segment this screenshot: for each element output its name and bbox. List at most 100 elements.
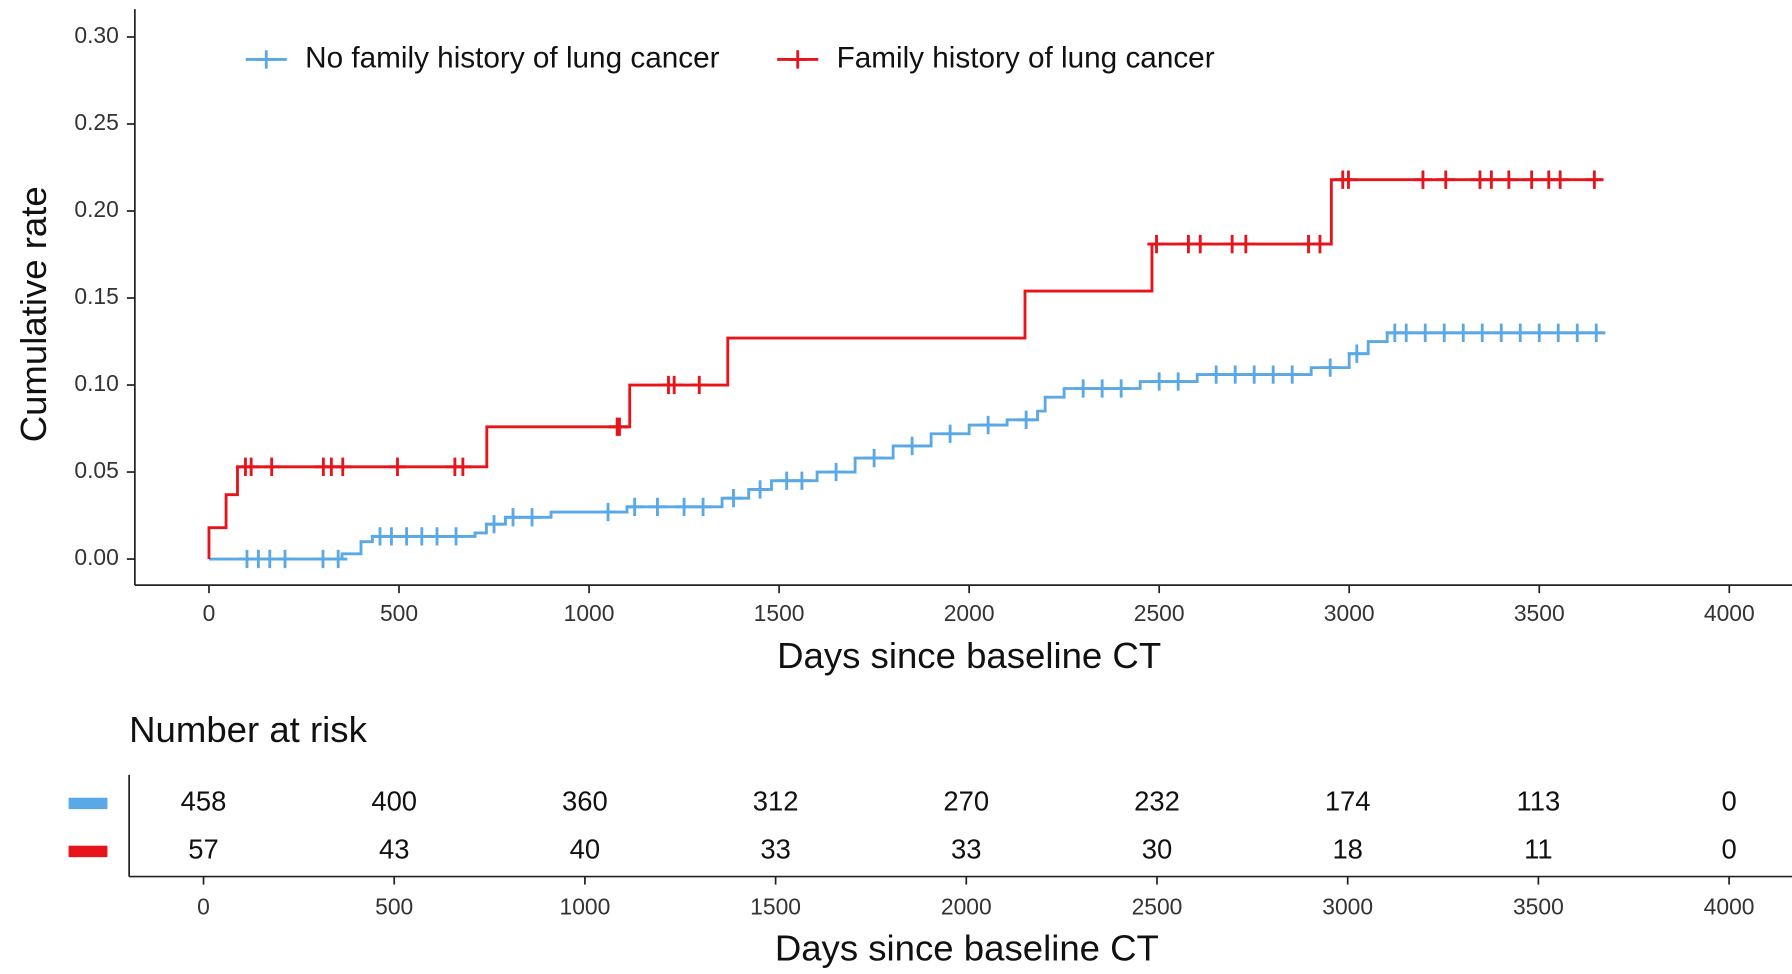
censor-mark — [1454, 323, 1473, 342]
x-tick-label: 0 — [203, 600, 216, 626]
censor-mark — [902, 436, 922, 456]
censor-mark — [1191, 234, 1210, 254]
risk-count: 174 — [1325, 786, 1371, 817]
x-tick-label: 1500 — [750, 894, 801, 920]
risk-count: 270 — [943, 786, 989, 817]
risk-count: 232 — [1134, 786, 1180, 817]
risk-count: 360 — [562, 786, 608, 817]
censor-mark — [940, 424, 960, 443]
censor-mark — [1416, 323, 1435, 342]
censor-mark — [484, 515, 504, 534]
x-axis-title: Days since baseline CT — [775, 928, 1159, 969]
censor-mark — [598, 502, 618, 522]
risk-count: 113 — [1517, 786, 1561, 817]
censor-mark — [1017, 410, 1036, 429]
risk-count: 0 — [1721, 834, 1736, 865]
censor-mark — [1283, 365, 1302, 384]
censor-mark — [1530, 323, 1549, 342]
y-axis-title: Cumulative rate — [13, 186, 54, 442]
risk-count: 458 — [181, 786, 227, 817]
y-tick-label: 0.00 — [74, 544, 118, 570]
x-tick-label: 2000 — [941, 894, 992, 920]
x-axis-title: Days since baseline CT — [777, 635, 1161, 676]
risk-count: 18 — [1332, 834, 1362, 865]
censor-mark — [1397, 323, 1416, 342]
censor-mark — [1435, 323, 1454, 342]
x-tick-label: 1000 — [559, 894, 610, 920]
legend-label: Family history of lung cancer — [837, 41, 1215, 74]
censor-mark — [275, 549, 295, 569]
censor-mark — [1150, 372, 1169, 391]
censor-mark — [1492, 323, 1511, 342]
censor-mark — [864, 448, 884, 468]
censor-mark — [1169, 372, 1188, 391]
x-tick-label: 1500 — [754, 600, 805, 626]
censor-mark — [792, 471, 812, 490]
censor-mark — [1511, 323, 1530, 342]
censor-mark — [1568, 323, 1587, 342]
censor-mark — [1473, 323, 1492, 342]
censor-mark — [242, 457, 261, 476]
censor-mark — [1585, 170, 1604, 189]
x-tick-label: 3500 — [1513, 894, 1564, 920]
censor-mark — [674, 497, 694, 516]
censor-mark — [1207, 365, 1226, 384]
censor-mark — [1587, 323, 1606, 342]
censor-mark — [750, 480, 770, 499]
risk-count: 33 — [951, 834, 981, 865]
x-tick-label: 3000 — [1324, 600, 1375, 626]
censor-mark — [1347, 344, 1366, 363]
censor-mark — [826, 462, 846, 482]
legend-symbol — [257, 50, 276, 69]
censor-mark — [978, 415, 998, 435]
censor-mark — [625, 497, 644, 516]
censor-mark — [1436, 170, 1455, 189]
x-tick-label: 2500 — [1132, 894, 1183, 920]
risk-count: 33 — [760, 834, 790, 865]
row-key — [68, 797, 108, 810]
risk-count: 57 — [188, 834, 218, 865]
risk-count: 312 — [753, 786, 799, 817]
censor-mark — [1339, 170, 1358, 189]
y-tick-label: 0.20 — [74, 196, 118, 222]
censor-mark — [1245, 365, 1264, 384]
censor-mark — [1147, 234, 1166, 254]
censor-mark — [690, 375, 709, 395]
y-tick-label: 0.15 — [74, 283, 118, 309]
survival-curve — [207, 178, 1604, 560]
censor-mark — [1551, 170, 1570, 189]
table-title: Number at risk — [129, 709, 367, 750]
legend-label: No family history of lung cancer — [305, 41, 719, 74]
x-tick-label: 4000 — [1704, 894, 1755, 920]
x-tick-label: 3500 — [1514, 600, 1565, 626]
risk-count: 40 — [570, 834, 600, 865]
x-tick-label: 500 — [375, 894, 413, 920]
censor-mark — [446, 527, 466, 546]
censor-mark — [648, 497, 667, 516]
censor-mark — [1226, 365, 1245, 384]
x-tick-label: 0 — [197, 894, 210, 920]
censor-mark — [1522, 170, 1541, 189]
censor-mark — [333, 457, 352, 476]
risk-count: 30 — [1142, 834, 1172, 865]
row-key — [68, 845, 108, 858]
censor-mark — [1112, 379, 1131, 398]
censor-mark — [453, 457, 473, 476]
censor-mark — [693, 497, 713, 516]
censor-mark — [522, 508, 542, 527]
censor-mark — [665, 375, 684, 395]
censor-mark — [329, 549, 348, 569]
censor-mark — [1093, 379, 1112, 398]
censor-mark — [388, 457, 407, 476]
y-tick-label: 0.05 — [74, 457, 118, 483]
censor-mark — [1236, 234, 1255, 254]
risk-count: 0 — [1721, 786, 1736, 817]
censor-mark — [427, 527, 447, 546]
y-tick-label: 0.10 — [74, 370, 118, 396]
figure-body: 0.00 0.05 0.10 0.15 0.20 0.25 0.30 0 500 1000 1500… — [13, 9, 1792, 969]
censor-mark — [1264, 365, 1283, 384]
x-tick-label: 2000 — [944, 600, 995, 626]
y-tick-label: 0.25 — [74, 109, 118, 135]
